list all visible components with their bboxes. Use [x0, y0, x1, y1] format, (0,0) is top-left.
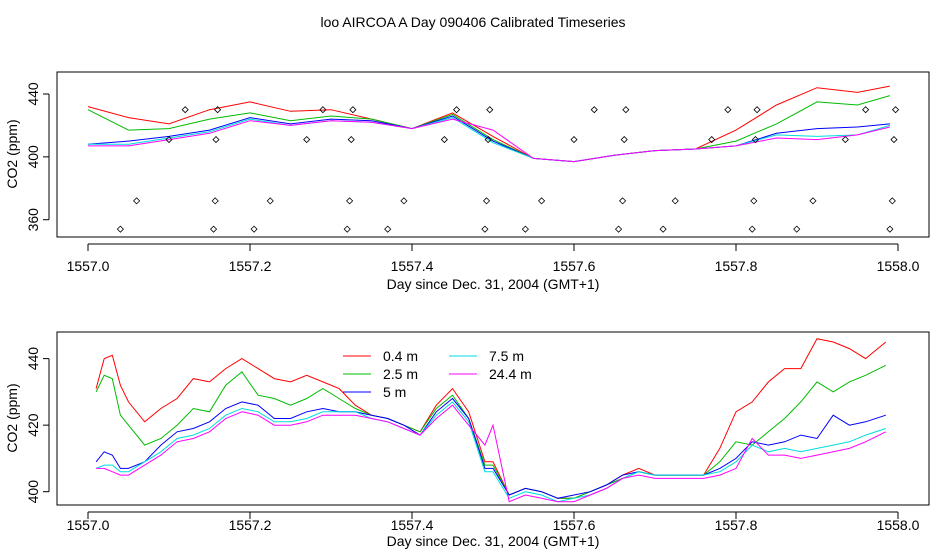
- figure-title: loo AIRCOA A Day 090406 Calibrated Times…: [320, 14, 625, 30]
- x-tick-label: 1557.0: [67, 517, 110, 533]
- y-tick-label: 420: [25, 413, 41, 437]
- data-point: [659, 225, 667, 233]
- series-line-1: [95, 338, 887, 499]
- y-tick-label: 440: [25, 347, 41, 371]
- data-point: [133, 197, 141, 205]
- data-point: [212, 136, 220, 144]
- x-axis-bottom: 1557.0 1557.2 1557.4 1557.6 1557.8 1558.0: [67, 511, 920, 533]
- data-point: [521, 225, 529, 233]
- x-tick-label: 1558.0: [877, 258, 920, 274]
- x-tick-label: 1557.8: [715, 258, 758, 274]
- data-point: [452, 106, 461, 114]
- x-tick-label: 1557.2: [229, 258, 272, 274]
- series-group-top: [87, 85, 891, 163]
- data-point: [384, 225, 392, 233]
- legend-label: 2.5 m: [383, 366, 418, 382]
- data-point: [484, 136, 492, 144]
- data-point: [620, 136, 628, 144]
- legend-label: 5 m: [383, 384, 406, 400]
- y-tick-label: 440: [25, 82, 41, 106]
- legend: 0.4 m 2.5 m 5 m 7.5 m 24.4 m: [343, 348, 532, 400]
- data-point: [809, 197, 817, 205]
- y-tick-label: 360: [25, 208, 41, 232]
- data-point: [671, 197, 679, 205]
- x-tick-label: 1558.0: [877, 517, 920, 533]
- data-point: [214, 106, 222, 114]
- x-tick-label: 1557.2: [229, 517, 272, 533]
- series-line-2: [95, 364, 887, 499]
- data-point: [750, 197, 758, 205]
- x-axis-label-top: Day since Dec. 31, 2004 (GMT+1): [387, 276, 600, 292]
- x-tick-label: 1557.6: [553, 517, 596, 533]
- data-point: [751, 136, 760, 144]
- data-point: [538, 197, 546, 205]
- y-tick-label: 400: [25, 480, 41, 504]
- panel-top: 1557.0 1557.2 1557.4 1557.6 1557.8 1558.0 360…: [4, 71, 930, 292]
- series-line-1: [87, 85, 890, 163]
- data-point: [116, 225, 124, 233]
- series-line-2: [87, 95, 891, 163]
- legend-label: 0.4 m: [383, 348, 418, 364]
- plot-frame-top: [56, 71, 930, 238]
- y-axis-label-bottom: CO2 (ppm): [4, 383, 20, 452]
- series-line-3: [95, 397, 886, 499]
- data-point: [890, 136, 898, 144]
- y-axis-top: 360 400 440: [25, 82, 50, 232]
- data-point: [886, 225, 894, 233]
- data-point: [708, 136, 716, 144]
- data-point: [400, 197, 408, 205]
- data-point: [250, 225, 258, 233]
- plot-frame-bottom: [56, 331, 930, 506]
- data-point: [346, 197, 354, 205]
- data-point: [614, 225, 623, 233]
- data-point: [793, 225, 801, 233]
- data-point: [482, 197, 491, 205]
- series-line-3: [87, 115, 890, 163]
- data-point: [181, 106, 189, 114]
- x-tick-label: 1557.4: [391, 517, 434, 533]
- y-axis-bottom: 400 420 440: [25, 347, 50, 504]
- series-line-5: [88, 118, 891, 163]
- data-point: [570, 136, 578, 144]
- data-point: [753, 106, 761, 114]
- y-axis-label-top: CO2 (ppm): [4, 119, 20, 188]
- data-point: [266, 197, 274, 205]
- x-tick-label: 1557.4: [391, 258, 434, 274]
- data-point: [841, 136, 849, 144]
- data-point: [349, 106, 357, 114]
- x-tick-label: 1557.8: [715, 517, 758, 533]
- data-point: [862, 106, 870, 114]
- data-point: [619, 197, 627, 205]
- data-point: [622, 106, 630, 114]
- data-point: [892, 106, 900, 114]
- data-point: [347, 136, 355, 144]
- data-point: [211, 197, 219, 205]
- data-point: [165, 136, 173, 144]
- y-tick-label: 400: [25, 145, 41, 169]
- legend-label: 24.4 m: [489, 366, 532, 382]
- series-line-4: [95, 401, 886, 503]
- series-line-4: [88, 117, 891, 163]
- x-axis-label-bottom: Day since Dec. 31, 2004 (GMT+1): [387, 533, 600, 549]
- data-point: [319, 106, 327, 114]
- data-point: [590, 106, 598, 114]
- data-point: [724, 106, 732, 114]
- data-point: [303, 136, 311, 144]
- panel-bottom: 1557.0 1557.2 1557.4 1557.6 1557.8 1558.0 400…: [4, 331, 930, 549]
- data-point: [481, 225, 489, 233]
- data-point: [748, 225, 756, 233]
- x-axis-top: 1557.0 1557.2 1557.4 1557.6 1557.8 1558.0: [67, 243, 920, 274]
- data-point: [209, 225, 218, 233]
- series-group-bottom: [95, 338, 887, 503]
- data-point: [888, 197, 896, 205]
- data-point: [343, 225, 351, 233]
- x-tick-label: 1557.6: [553, 258, 596, 274]
- series-line-5: [96, 404, 887, 503]
- data-point: [440, 136, 448, 144]
- legend-label: 7.5 m: [489, 348, 524, 364]
- points-group-top: [116, 106, 900, 233]
- data-point: [486, 106, 494, 114]
- x-tick-label: 1557.0: [67, 258, 110, 274]
